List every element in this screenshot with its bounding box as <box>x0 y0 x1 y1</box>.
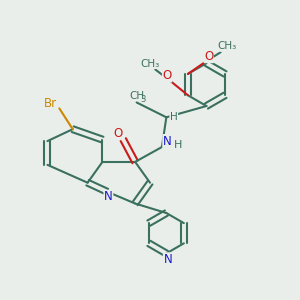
Text: O: O <box>204 50 213 63</box>
Text: O: O <box>163 69 172 82</box>
Text: N: N <box>164 253 172 266</box>
Text: H: H <box>170 112 178 122</box>
Text: 3: 3 <box>140 95 146 104</box>
Text: CH₃: CH₃ <box>218 41 237 51</box>
Text: H: H <box>174 140 182 150</box>
Text: CH₃: CH₃ <box>140 58 160 68</box>
Text: N: N <box>104 190 113 203</box>
Text: Br: Br <box>44 97 57 110</box>
Text: O: O <box>113 127 122 140</box>
Text: N: N <box>163 135 172 148</box>
Text: CH: CH <box>129 91 144 101</box>
